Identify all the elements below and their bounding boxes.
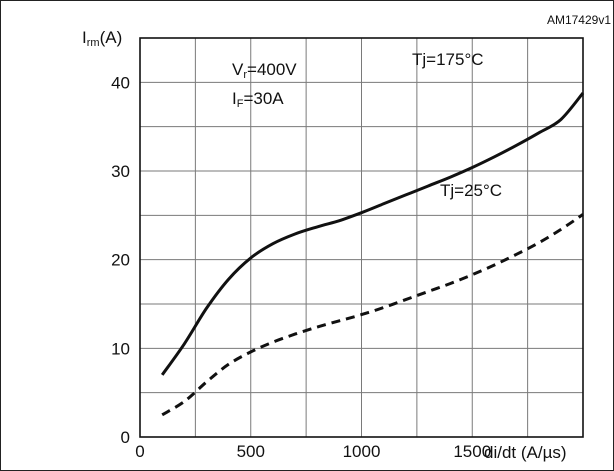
x-axis-label: di/dt (A/µs) [484,443,567,462]
condition-if-main: I [232,89,237,108]
series-lines [160,92,585,417]
condition-vr-rest: =400V [247,60,297,79]
y-tick-label: 30 [111,162,130,181]
condition-vr-sub: r [243,69,247,81]
y-axis-label-main: I [82,28,87,47]
tick-labels: 0 10 20 30 40 0 500 1000 1500 [111,73,491,461]
x-tick-label: 1000 [343,442,381,461]
y-tick-label: 20 [111,251,130,270]
chart-id-label: AM17429v1 [547,13,611,27]
condition-if: IF=30A [232,89,284,110]
series-labels: Tj=175°C Tj=25°C [412,50,502,200]
y-tick-label: 10 [111,339,130,358]
y-tick-label: 0 [121,428,130,447]
series-line-tj-25c [161,213,584,417]
plot-area-border [139,37,584,438]
series-label-tj-25c: Tj=25°C [440,181,502,200]
condition-vr: Vr=400V [232,60,297,81]
condition-if-sub: F [237,98,244,110]
y-axis-label-sub: rm [87,37,100,49]
x-tick-label: 1500 [453,442,491,461]
y-tick-label: 40 [111,73,130,92]
gridlines [140,38,583,437]
x-tick-label: 500 [237,442,265,461]
condition-vr-main: V [232,60,244,79]
x-tick-label: 0 [135,442,144,461]
y-axis-label-unit: (A) [100,28,123,47]
series-label-tj-175c: Tj=175°C [412,50,484,69]
series-line-tj-175c [160,92,585,376]
condition-if-rest: =30A [243,89,284,108]
y-axis-label: Irm(A) [82,28,122,49]
